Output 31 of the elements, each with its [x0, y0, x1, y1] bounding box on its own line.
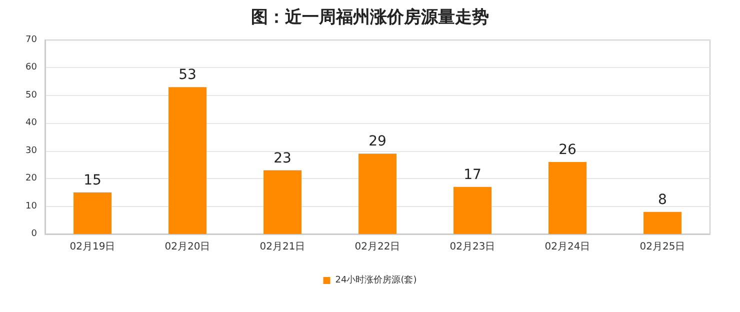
- y-tick-label: 30: [26, 146, 38, 156]
- x-tick-label: 02月25日: [640, 242, 686, 252]
- bar: [454, 186, 492, 234]
- data-label: 15: [84, 172, 102, 188]
- x-tick-label: 02月19日: [70, 242, 116, 252]
- bar: [548, 162, 586, 234]
- bar: [74, 192, 112, 234]
- y-tick-label: 20: [26, 174, 38, 184]
- chart-title: 图：近一周福州涨价房源量走势: [251, 8, 489, 28]
- data-label: 26: [558, 142, 576, 158]
- x-tick-label: 02月24日: [544, 242, 590, 252]
- bar: [264, 170, 302, 234]
- data-label: 53: [178, 67, 196, 84]
- y-tick-label: 40: [26, 118, 38, 128]
- x-tick-label: 02月23日: [450, 242, 496, 252]
- data-label: 17: [464, 166, 482, 183]
- legend-label: 24小时涨价房源(套): [335, 274, 417, 286]
- x-tick-label: 02月21日: [260, 242, 306, 252]
- y-tick-label: 60: [26, 62, 38, 73]
- y-tick-label: 10: [26, 201, 38, 212]
- y-tick-label: 0: [31, 229, 38, 239]
- bar: [644, 212, 682, 234]
- x-tick-label: 02月22日: [354, 242, 400, 252]
- data-label: 23: [274, 150, 292, 166]
- bar: [358, 154, 396, 234]
- y-tick-label: 70: [26, 35, 38, 45]
- data-label: 29: [368, 134, 386, 150]
- bar: [168, 87, 206, 234]
- data-label: 8: [658, 192, 667, 208]
- x-tick-label: 02月20日: [164, 242, 210, 252]
- y-tick-label: 50: [26, 90, 38, 100]
